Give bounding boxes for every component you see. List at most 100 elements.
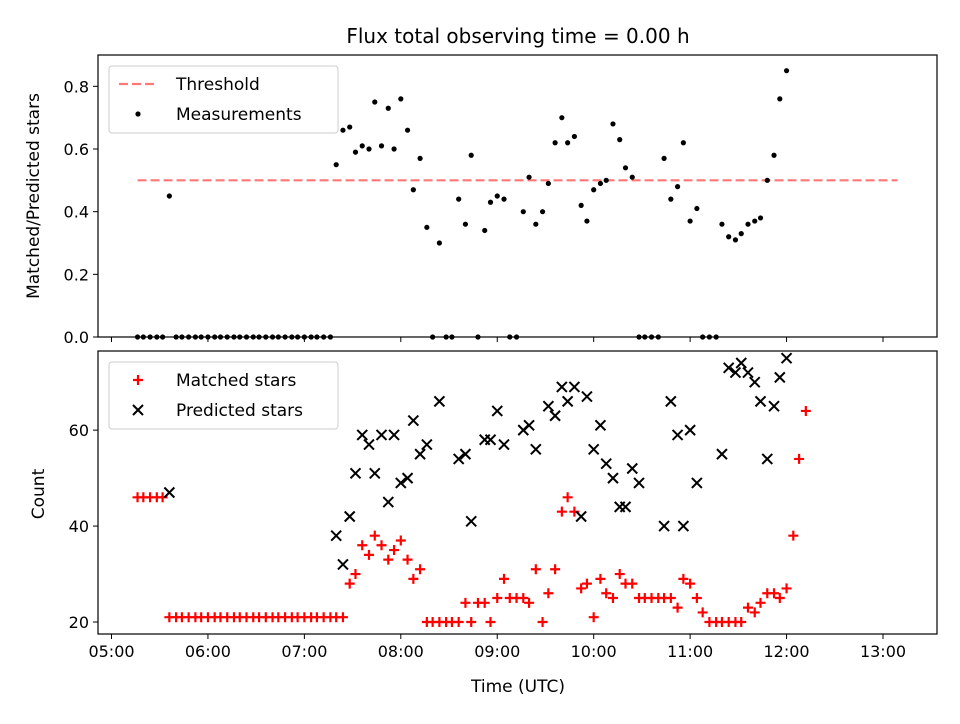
counts-cross-point <box>414 448 426 460</box>
counts-cross-point <box>575 510 587 523</box>
counts-cross-point <box>735 357 747 369</box>
ratio-dots-point <box>578 202 584 208</box>
counts-cross-point <box>561 395 574 408</box>
ratio-dots-point <box>622 165 629 171</box>
counts-plus-point <box>678 573 689 584</box>
ratio-y-tick-label: 0.8 <box>64 77 89 96</box>
counts-cross-point <box>754 395 767 408</box>
counts-cross-point <box>523 419 535 432</box>
ratio-dots-point <box>391 146 397 152</box>
counts-cross-point <box>375 429 388 441</box>
counts-plus-point <box>466 617 477 628</box>
ratio-dots-point <box>501 196 507 202</box>
x-tick-label: 11:00 <box>667 642 713 661</box>
ratio-dots-point <box>366 146 372 152</box>
counts-cross-point <box>671 429 684 441</box>
counts-cross-point <box>768 400 780 412</box>
ratio-dots-point <box>661 155 667 161</box>
counts-plus-point <box>794 453 805 464</box>
counts-plus-point <box>357 540 368 551</box>
ratio-dots-point <box>456 196 462 202</box>
ratio-dots-point <box>559 115 565 121</box>
counts-plus-point <box>550 564 561 575</box>
counts-plus-point <box>800 405 811 416</box>
counts-cross-point <box>716 448 728 460</box>
ratio-dots-point <box>668 196 674 202</box>
ratio-y-tick-label: 0.4 <box>64 203 89 222</box>
ratio-dots-point <box>539 209 546 215</box>
counts-plus-point <box>408 573 419 584</box>
counts-plus-point <box>588 612 599 623</box>
ratio-dots-point <box>417 155 423 161</box>
counts-cross-point <box>722 362 735 374</box>
counts-plus-point <box>395 535 406 546</box>
legend-box <box>108 65 339 134</box>
counts-plus-point <box>537 617 548 628</box>
ratio-dots-point <box>777 96 783 102</box>
counts-cross-point <box>658 520 670 532</box>
counts-plus-point <box>781 583 792 594</box>
ratio-dots-point <box>347 124 353 130</box>
counts-plus-point <box>601 588 612 599</box>
ratio-dots-point <box>565 140 571 146</box>
counts-legend: Matched stars Predicted stars <box>108 361 339 430</box>
ratio-dots-point <box>680 140 686 146</box>
ratio-dots-point <box>771 152 777 158</box>
counts-cross-point <box>774 371 786 384</box>
legend-box <box>108 361 339 430</box>
chart-title: Flux total observing time = 0.00 h <box>346 24 689 48</box>
counts-cross-point <box>530 443 542 456</box>
counts-cross-point <box>742 366 754 379</box>
counts-plus-point <box>556 506 567 517</box>
legend-dots-swatch <box>135 111 141 117</box>
counts-plus-point <box>530 564 541 575</box>
ratio-dots-point <box>783 68 790 74</box>
ratio-dots-point <box>359 143 365 149</box>
ratio-dots-point <box>520 209 526 215</box>
counts-cross-point <box>465 515 477 527</box>
counts-cross-point <box>382 496 394 508</box>
ratio-dots-point <box>591 187 597 193</box>
ratio-dots-point <box>526 174 532 180</box>
counts-cross-point <box>330 529 342 542</box>
x-tick-label: 10:00 <box>571 642 617 661</box>
counts-axes-frame <box>97 350 938 635</box>
counts-cross-point <box>349 467 362 480</box>
counts-cross-point <box>407 414 420 427</box>
ratio-dots-point <box>436 240 442 246</box>
counts-cross-point <box>549 410 561 422</box>
counts-plus-point <box>369 530 380 541</box>
y-axis-label-ratio: Matched/Predicted stars <box>24 93 44 299</box>
ratio-dots-point <box>482 227 488 234</box>
x-tick-label: 06:00 <box>185 642 231 661</box>
ratio-dots-point <box>757 215 764 221</box>
counts-cross-point <box>729 366 742 379</box>
ratio-dots-point <box>732 237 739 243</box>
ratio-dots-point <box>545 180 551 187</box>
ratio-dots-point <box>340 127 346 133</box>
ratio-dots-point <box>597 180 604 187</box>
counts-cross-point <box>600 458 612 470</box>
legend-label: Threshold <box>175 75 260 95</box>
ratio-dots-point <box>333 162 339 168</box>
counts-plus-point <box>749 607 760 618</box>
ratio-dots-point <box>752 218 758 224</box>
x-tick-label: 08:00 <box>378 642 424 661</box>
counts-cross-point <box>684 424 696 436</box>
y-axis-label-counts: Count <box>29 468 49 519</box>
counts-plus-point <box>415 564 426 575</box>
ratio-dots-point <box>610 121 616 127</box>
ratio-dots-point <box>487 199 494 205</box>
ratio-dots-point <box>552 140 558 146</box>
ratio-dots-point <box>617 137 623 143</box>
counts-cross-point <box>452 453 465 465</box>
legend-label: Measurements <box>176 105 302 125</box>
counts-y-tick-label: 20 <box>69 613 89 632</box>
ratio-dots-point <box>378 143 385 149</box>
ratio-dots-point <box>603 177 609 183</box>
ratio-dots-point <box>764 177 770 183</box>
ratio-dots-point <box>352 149 359 155</box>
x-tick-label: 07:00 <box>281 642 327 661</box>
counts-cross-point <box>587 443 600 456</box>
